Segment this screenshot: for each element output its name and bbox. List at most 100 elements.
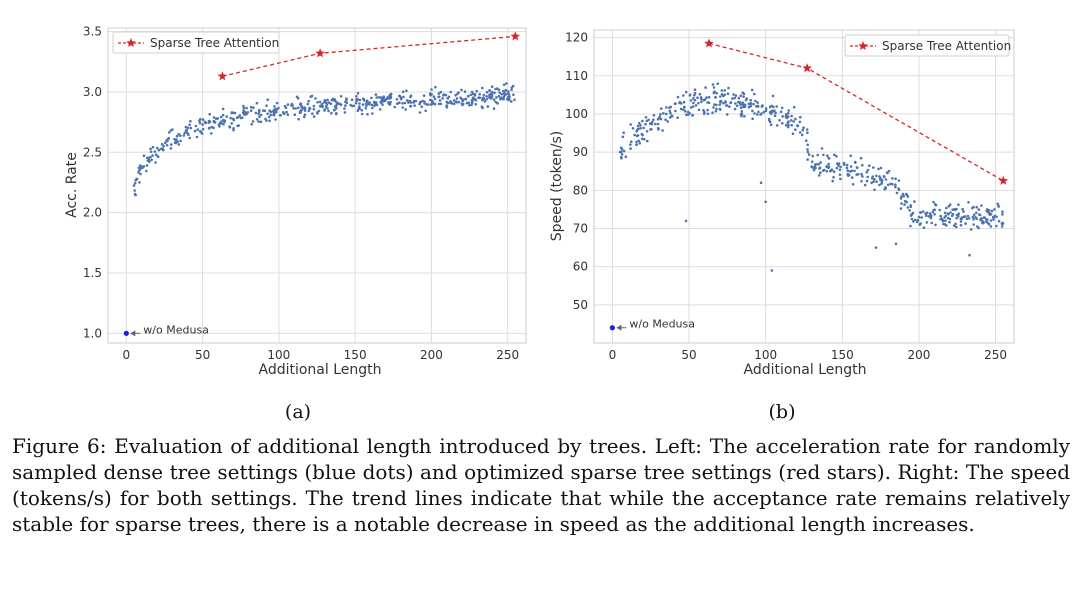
dense-point (724, 100, 727, 103)
dense-point (252, 106, 255, 109)
dense-point (469, 93, 473, 97)
dense-point (186, 131, 189, 135)
dense-point (846, 169, 850, 172)
dense-point (895, 191, 899, 195)
dense-point (255, 118, 259, 121)
dense-point (872, 180, 875, 183)
dense-point (670, 114, 673, 118)
panel-b-dense-points (618, 82, 1005, 272)
dense-point (884, 178, 888, 181)
dense-point (292, 106, 295, 110)
dense-point (656, 122, 660, 126)
dense-point (718, 107, 722, 111)
dense-point (731, 97, 734, 100)
dense-point (154, 153, 158, 156)
dense-point (720, 93, 724, 96)
dense-point (323, 108, 327, 111)
dense-point (352, 104, 356, 108)
dense-point (620, 157, 623, 160)
baseline-label: w/o Medusa (629, 318, 695, 331)
dense-point (318, 100, 322, 104)
dense-point (880, 180, 884, 184)
dense-point (500, 92, 504, 96)
y-tick-label: 110 (565, 69, 588, 83)
dense-point (853, 169, 856, 173)
dense-point (714, 110, 718, 113)
panel-b-legend: Sparse Tree Attention (844, 34, 1011, 57)
panel-a-dense-points (132, 82, 516, 197)
dense-point (285, 110, 288, 114)
dense-point (921, 210, 925, 213)
dense-point (865, 170, 868, 174)
dense-point (349, 103, 352, 107)
dense-point (398, 101, 401, 104)
dense-point (184, 125, 188, 129)
dense-point (361, 97, 365, 101)
panel-b-legend-star (858, 41, 868, 51)
dense-point (899, 197, 903, 200)
dense-point (810, 160, 814, 163)
dense-point (412, 99, 416, 103)
dense-point (676, 116, 679, 119)
dense-point (232, 117, 235, 121)
dense-point (210, 132, 213, 135)
dense-point (493, 91, 496, 95)
dense-point (641, 119, 644, 123)
dense-point (750, 88, 754, 92)
dense-point (232, 128, 235, 132)
dense-point (153, 150, 157, 153)
dense-point (492, 107, 496, 110)
dense-point (409, 101, 413, 104)
dense-point (497, 94, 501, 98)
dense-point (162, 148, 165, 152)
dense-point (792, 105, 796, 109)
dense-point (249, 105, 253, 109)
panel-b-speed: w/o Medusa 0 50 100 150 200 250 50 60 70 80 90 100… (549, 29, 1015, 423)
dense-point (437, 92, 441, 95)
dense-point (637, 127, 640, 131)
dense-point (189, 126, 193, 130)
dense-point (817, 162, 821, 166)
dense-point (741, 101, 745, 104)
dense-point (198, 129, 202, 133)
dense-point (145, 164, 149, 167)
dense-point (490, 93, 494, 97)
dense-point (951, 208, 954, 211)
dense-point (315, 111, 319, 114)
x-tick-label: 200 (420, 348, 443, 362)
dense-point (491, 91, 494, 94)
dense-point (943, 211, 947, 215)
dense-point (744, 98, 748, 102)
dense-point (339, 103, 343, 107)
dense-point (245, 106, 248, 110)
dense-point (904, 199, 907, 203)
dense-point (640, 132, 644, 136)
dense-point (319, 105, 322, 108)
panel-a-acc-rate: w/o Medusa 0 50 100 150 200 250 1.0 1.5 2.0 2.5 3… (64, 25, 527, 423)
dense-point (679, 102, 683, 105)
dense-point (259, 113, 263, 117)
dense-point (629, 123, 632, 126)
dense-point (733, 107, 737, 111)
dense-point (481, 98, 484, 102)
dense-point (375, 96, 379, 99)
dense-point (807, 153, 811, 156)
dense-point (930, 221, 933, 225)
dense-point (466, 95, 470, 98)
dense-point (635, 130, 638, 133)
dense-point (345, 98, 348, 102)
dense-point (837, 164, 840, 167)
dense-point (652, 114, 656, 117)
dense-point (482, 96, 485, 100)
dense-point (167, 131, 171, 134)
dense-point (179, 139, 182, 143)
panel-a-baseline: w/o Medusa (123, 323, 209, 337)
dense-point (952, 224, 956, 227)
dense-point (449, 90, 453, 94)
dense-point (944, 219, 947, 222)
dense-point (798, 131, 802, 134)
dense-point (757, 110, 760, 114)
dense-point (838, 173, 842, 176)
y-tick-label: 50 (573, 298, 588, 312)
dense-point (934, 223, 937, 227)
